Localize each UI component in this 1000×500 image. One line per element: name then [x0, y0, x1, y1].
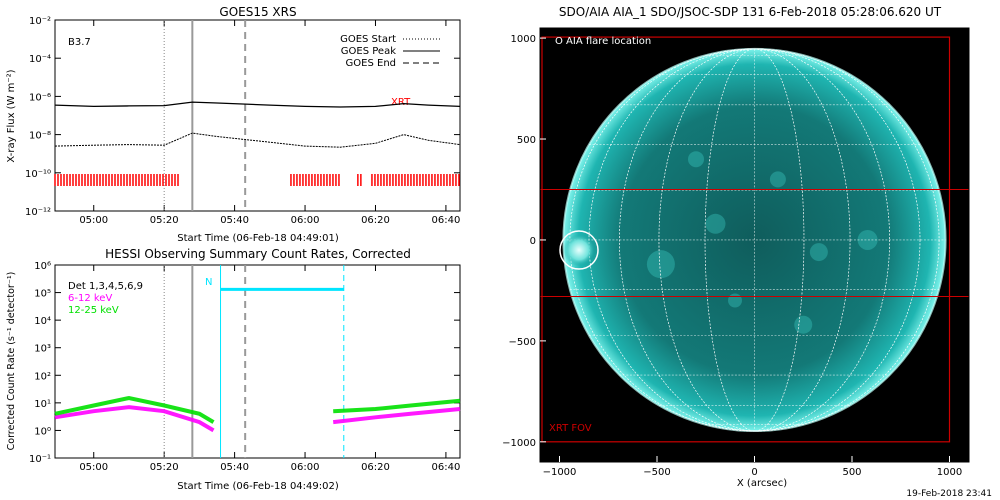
aia-image-panel: SDO/AIA AIA_1 SDO/JSOC-SDP 131 6-Feb-201… — [502, 5, 970, 489]
y-tick-label: 10⁻¹⁰ — [25, 169, 51, 180]
active-region-patch — [728, 293, 742, 308]
y-tick-label: 10⁻⁶ — [29, 92, 51, 103]
y-tick-label: 10⁵ — [34, 289, 51, 300]
x-tick-label: 06:40 — [431, 462, 460, 473]
x-tick-label: 1000 — [937, 467, 962, 478]
aia-flare-location-marker — [559, 230, 599, 270]
y-tick-label: 0 — [530, 236, 536, 247]
active-region-patch — [857, 229, 878, 250]
hessi-legend-detectors: Det 1,3,4,5,6,9 — [68, 281, 143, 292]
sun-disk — [563, 48, 946, 432]
y-tick-label: 1000 — [511, 34, 536, 45]
y-tick-label: 10⁻¹² — [25, 207, 51, 218]
hessi-12-25kev-line — [333, 398, 461, 414]
x-tick-label: 05:00 — [79, 462, 108, 473]
y-tick-label: 10⁻² — [29, 16, 51, 27]
aia-title: SDO/AIA AIA_1 SDO/JSOC-SDP 131 6-Feb-201… — [559, 5, 942, 19]
y-tick-label: 500 — [517, 135, 536, 146]
x-tick-label: 06:40 — [431, 215, 460, 226]
goes-x-ticks: 05:00 05:20 05:40 06:00 06:20 06:40 — [79, 20, 460, 226]
hessi-legend-6-12kev: 6-12 keV — [68, 293, 112, 304]
y-tick-label: 10⁻¹ — [29, 454, 51, 465]
legend-goes-end: GOES End — [346, 58, 396, 69]
y-tick-label: 10⁴ — [34, 316, 51, 327]
active-region-patch — [809, 243, 828, 262]
x-tick-label: 06:00 — [291, 462, 320, 473]
goes-long-channel-line — [54, 101, 461, 108]
legend-goes-start: GOES Start — [340, 34, 396, 45]
active-region-patch — [705, 213, 726, 234]
x-tick-label: 05:20 — [150, 462, 179, 473]
goes-xrs-panel: GOES15 XRS X-ray Flux (W m⁻²) Start Time… — [6, 5, 461, 244]
hessi-legend-12-25kev: 12-25 keV — [68, 305, 119, 316]
y-tick-label: 10⁻⁸ — [29, 131, 51, 142]
x-tick-label: 05:40 — [220, 215, 249, 226]
x-tick-label: −1000 — [543, 467, 577, 478]
aia-xlabel: X (arcsec) — [737, 478, 787, 489]
hessi-6-12kev-line — [54, 405, 215, 433]
hessi-night-label: N — [205, 277, 212, 288]
hessi-y-ticks: 10⁶ 10⁵ 10⁴ 10³ 10² 10¹ 10⁰ 10⁻¹ — [29, 261, 460, 465]
y-tick-label: 10² — [34, 371, 51, 382]
aia-x-ticks: −1000 −500 0 500 1000 — [543, 456, 962, 478]
hessi-title: HESSI Observing Summary Count Rates, Cor… — [105, 247, 411, 261]
active-region-patch — [646, 250, 675, 279]
goes-xrt-annotation: XRT — [391, 97, 411, 108]
sun-active-regions — [646, 151, 878, 334]
active-region-patch — [688, 151, 704, 168]
goes-xlabel: Start Time (06-Feb-18 04:49:01) — [177, 233, 339, 244]
x-tick-label: 05:40 — [220, 462, 249, 473]
y-tick-label: 10¹ — [34, 399, 51, 410]
hessi-6-12kev-line — [332, 407, 461, 425]
hessi-12-25kev-line — [54, 395, 215, 424]
flare-bright-region — [563, 234, 595, 267]
legend-goes-peak: GOES Peak — [341, 46, 396, 57]
x-tick-label: 05:20 — [150, 215, 179, 226]
y-tick-label: 10³ — [34, 344, 51, 355]
aia-legend-flare-location: O AIA flare location — [555, 36, 651, 47]
hessi-ylabel: Corrected Count Rate (s⁻¹ detector⁻¹) — [6, 272, 17, 451]
goes-axes-frame — [54, 19, 461, 212]
goes-y-ticks: 10⁻² 10⁻⁴ 10⁻⁶ 10⁻⁸ 10⁻¹⁰ 10⁻¹² — [25, 16, 460, 218]
x-tick-label: 500 — [842, 467, 861, 478]
xrt-fov-box — [541, 36, 951, 443]
x-tick-label: 06:00 — [291, 215, 320, 226]
x-tick-label: 06:20 — [361, 215, 390, 226]
goes-legend: GOES Start GOES Peak GOES End — [340, 34, 440, 69]
goes-class-label: B3.7 — [68, 37, 91, 48]
goes-short-channel-line — [54, 132, 461, 148]
y-tick-label: −1000 — [502, 438, 536, 449]
hessi-x-ticks: 05:00 05:20 05:40 06:00 06:20 06:40 — [79, 265, 460, 473]
footer-timestamp: 19-Feb-2018 23:41 — [906, 489, 992, 499]
goes-ylabel: X-ray Flux (W m⁻²) — [6, 69, 17, 162]
hessi-plot-area — [54, 265, 461, 458]
y-tick-label: 10⁶ — [34, 261, 51, 272]
active-region-patch — [794, 315, 813, 334]
aia-y-ticks: 1000 500 0 −500 −1000 — [502, 34, 546, 449]
x-tick-label: −500 — [643, 467, 670, 478]
active-region-patch — [769, 171, 786, 188]
goes-title: GOES15 XRS — [219, 5, 296, 19]
y-tick-label: 10⁰ — [34, 426, 51, 437]
x-tick-label: 05:00 — [79, 215, 108, 226]
hessi-xlabel: Start Time (06-Feb-18 04:49:02) — [177, 481, 339, 492]
hessi-axes-frame — [54, 264, 461, 459]
x-tick-label: 06:20 — [361, 462, 390, 473]
hessi-panel: HESSI Observing Summary Count Rates, Cor… — [6, 247, 461, 492]
y-tick-label: −500 — [509, 337, 536, 348]
aia-xrt-fov-label: XRT FOV — [549, 423, 592, 434]
x-tick-label: 0 — [751, 467, 757, 478]
goes-plot-area — [54, 20, 461, 211]
y-tick-label: 10⁻⁴ — [29, 54, 51, 65]
